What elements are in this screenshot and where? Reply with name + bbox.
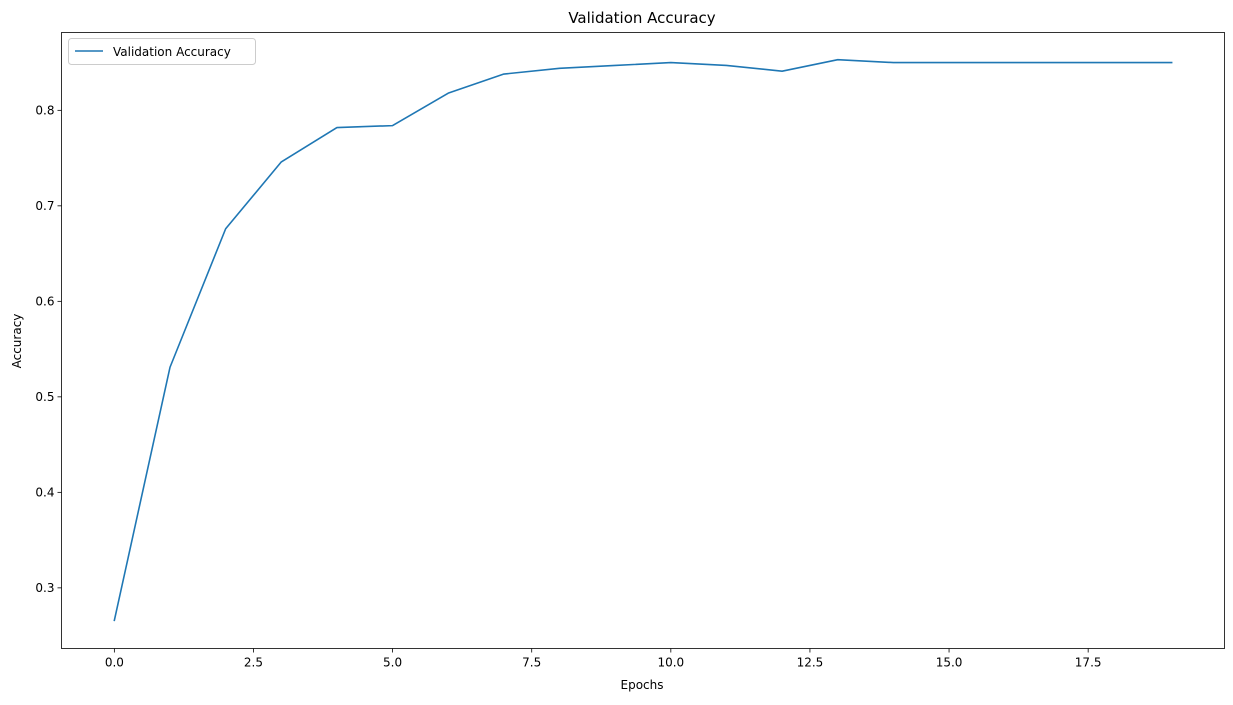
series-layer (113, 58, 1173, 622)
x-tick-label: 10.0 (657, 656, 684, 670)
x-tick-label: 2.5 (244, 656, 263, 670)
y-tick-label: 0.7 (35, 199, 54, 213)
x-axis-label: Epochs (621, 678, 664, 692)
y-axis-label: Accuracy (10, 314, 24, 369)
y-axis-ticks: 0.3 0.4 0.5 0.6 0.7 0.8 (35, 103, 62, 595)
plot-frame (61, 32, 1225, 649)
series-line-validation-accuracy (113, 58, 1173, 622)
legend-box (68, 38, 256, 65)
y-tick-label: 0.4 (35, 485, 54, 499)
legend: Validation Accuracy (68, 38, 256, 65)
x-tick-label: 17.5 (1075, 656, 1102, 670)
x-tick-label: 12.5 (797, 656, 824, 670)
y-tick-label: 0.5 (35, 390, 54, 404)
y-tick-label: 0.3 (35, 581, 54, 595)
x-tick-label: 5.0 (383, 656, 402, 670)
x-axis-ticks: 0.0 2.5 5.0 7.5 10.0 12.5 15.0 17.5 (105, 648, 1102, 670)
x-tick-label: 7.5 (522, 656, 541, 670)
legend-label-validation-accuracy: Validation Accuracy (113, 45, 231, 59)
y-tick-label: 0.6 (35, 294, 54, 308)
x-tick-label: 15.0 (936, 656, 963, 670)
x-tick-label: 0.0 (105, 656, 124, 670)
y-tick-label: 0.8 (35, 103, 54, 117)
chart-title: Validation Accuracy (568, 9, 715, 27)
